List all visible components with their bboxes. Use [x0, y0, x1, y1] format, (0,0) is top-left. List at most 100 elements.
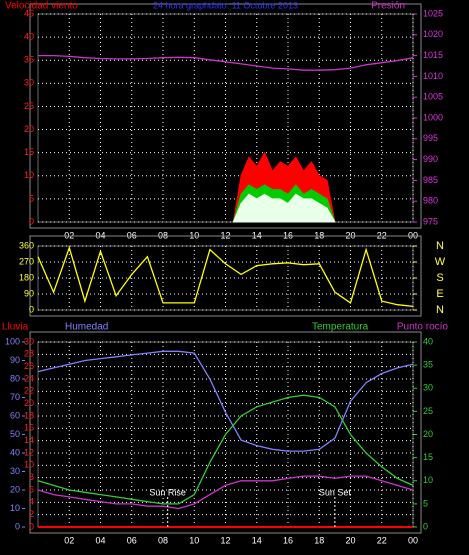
- x-tick-label: 12: [220, 535, 230, 545]
- y-tick-label: 10: [24, 460, 34, 470]
- y-tick-label: 0: [29, 521, 34, 531]
- x-tick-label: 06: [127, 230, 137, 240]
- x-tick-label: 02: [64, 535, 74, 545]
- y3-tick-label: 30: [10, 466, 20, 476]
- y2-tick-label: 1000: [423, 112, 443, 122]
- panel-frame: [29, 331, 422, 534]
- y-tick-label: 270: [19, 256, 34, 266]
- y2-tick-label: 980: [423, 196, 438, 206]
- y-tick-label: 90: [24, 288, 34, 298]
- y-tick-label: 12: [24, 447, 34, 457]
- y2-tick-label: 25: [423, 406, 433, 416]
- y-tick-label: 20: [24, 398, 34, 408]
- x-tick-label: 02: [64, 230, 74, 240]
- y2-tick-label: W: [435, 256, 446, 268]
- legend-label: Velocidad viento: [5, 1, 78, 12]
- y-tick-label: 10: [24, 170, 34, 180]
- y-tick-label: 0: [29, 216, 34, 226]
- y-tick-label: 14: [24, 435, 34, 445]
- y2-tick-label: 1010: [423, 71, 443, 81]
- annotation: Sun Set: [319, 487, 352, 497]
- x-tick-label: 10: [189, 535, 199, 545]
- y2-tick-label: 30: [423, 383, 433, 393]
- y-tick-label: 22: [24, 386, 34, 396]
- x-tick-label: 16: [283, 535, 293, 545]
- panel-frame: [29, 235, 422, 317]
- y2-tick-label: N: [436, 240, 444, 252]
- y2-tick-label: S: [436, 272, 443, 284]
- y-tick-label: 28: [24, 349, 34, 359]
- y-tick-label: 0: [29, 304, 34, 314]
- x-tick-label: 10: [189, 230, 199, 240]
- series-line: [37, 394, 414, 505]
- x-tick-label: 16: [283, 230, 293, 240]
- y2-tick-label: 1015: [423, 50, 443, 60]
- y-tick-label: 4: [29, 497, 34, 507]
- x-tick-label: 08: [158, 535, 168, 545]
- y-tick-label: 18: [24, 410, 34, 420]
- y2-tick-label: 20: [423, 429, 433, 439]
- y-tick-label: 2: [29, 509, 34, 519]
- y2-tick-label: 990: [423, 154, 438, 164]
- x-tick-label: 06: [127, 535, 137, 545]
- x-tick-label: 08: [158, 230, 168, 240]
- legend-label: Lluvia: [2, 322, 29, 333]
- y2-tick-label: 5: [423, 498, 428, 508]
- y2-tick-label: 0: [423, 521, 428, 531]
- y3-tick-label: 100: [5, 336, 20, 346]
- y3-tick-label: 90: [10, 355, 20, 365]
- y3-tick-label: 80: [10, 373, 20, 383]
- y-tick-label: 30: [24, 78, 34, 88]
- y2-tick-label: 40: [423, 336, 433, 346]
- y3-tick-label: 60: [10, 410, 20, 420]
- y2-tick-label: 1005: [423, 92, 443, 102]
- panel-frame: [29, 3, 422, 229]
- y-tick-label: 35: [24, 55, 34, 65]
- y3-tick-label: 0: [15, 521, 20, 531]
- x-tick-label: 04: [95, 535, 105, 545]
- y-tick-label: 26: [24, 361, 34, 371]
- y-tick-label: 8: [29, 472, 34, 482]
- series-line: [37, 350, 414, 452]
- legend-label: Punto rocío: [397, 322, 449, 333]
- legend-label: Temperatura: [312, 322, 369, 333]
- y3-tick-label: 70: [10, 392, 20, 402]
- x-tick-label: 12: [220, 230, 230, 240]
- annotation: Sun Rise: [149, 487, 186, 497]
- series-line: [38, 54, 414, 71]
- x-tick-label: 22: [377, 535, 387, 545]
- y-tick-label: 15: [24, 147, 34, 157]
- y2-tick-label: 995: [423, 133, 438, 143]
- y-tick-label: 5: [29, 193, 34, 203]
- chart-title: 24 hora graphdato: 11 Octubre 2013: [153, 0, 298, 10]
- y-tick-label: 24: [24, 373, 34, 383]
- y2-tick-label: 15: [423, 452, 433, 462]
- y2-tick-label: N: [436, 304, 444, 316]
- x-tick-label: 20: [345, 230, 355, 240]
- x-tick-label: 00: [408, 535, 418, 545]
- y2-tick-label: E: [436, 288, 443, 300]
- y2-tick-label: 985: [423, 175, 438, 185]
- y-tick-label: 25: [24, 101, 34, 111]
- wind-area: [232, 193, 336, 223]
- y-tick-label: 20: [24, 124, 34, 134]
- x-tick-label: 22: [377, 230, 387, 240]
- x-tick-label: 18: [314, 535, 324, 545]
- series-line: [37, 245, 414, 308]
- y3-tick-label: 10: [10, 503, 20, 513]
- y2-tick-label: 975: [423, 216, 438, 226]
- legend-label: Humedad: [65, 322, 108, 333]
- y2-tick-label: 10: [423, 475, 433, 485]
- y-tick-label: 16: [24, 423, 34, 433]
- y-tick-label: 45: [24, 8, 34, 18]
- x-tick-label: 18: [314, 230, 324, 240]
- x-tick-label: 14: [252, 230, 262, 240]
- y3-tick-label: 50: [10, 429, 20, 439]
- y-tick-label: 6: [29, 484, 34, 494]
- x-tick-label: 04: [95, 230, 105, 240]
- legend-label: Presión: [371, 1, 405, 12]
- y3-tick-label: 20: [10, 484, 20, 494]
- y2-tick-label: 1020: [423, 29, 443, 39]
- y-tick-label: 30: [24, 336, 34, 346]
- x-tick-label: 00: [408, 230, 418, 240]
